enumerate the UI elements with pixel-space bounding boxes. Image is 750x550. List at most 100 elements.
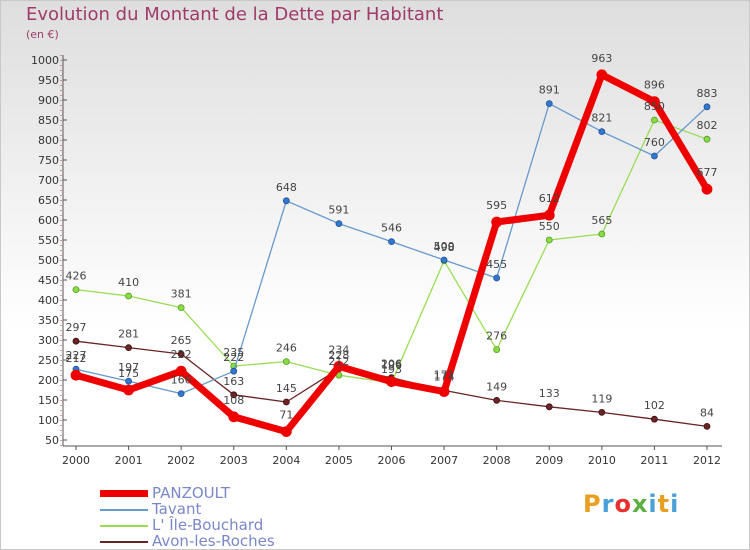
- data-point: [230, 391, 238, 399]
- data-label: 760: [644, 136, 665, 149]
- y-tick-label: 800: [38, 134, 59, 147]
- data-label: 498: [434, 241, 455, 254]
- data-label: 222: [171, 348, 192, 361]
- data-label: 84: [700, 406, 714, 419]
- data-label: 163: [223, 375, 244, 388]
- data-point: [177, 390, 185, 398]
- data-label: 193: [381, 363, 402, 376]
- y-tick-label: 50: [45, 434, 59, 447]
- data-point: [440, 256, 448, 264]
- data-label: 206: [381, 358, 402, 371]
- data-label: 227: [66, 349, 87, 362]
- data-point: [703, 135, 711, 143]
- data-label: 883: [697, 87, 718, 100]
- data-label: 171: [434, 369, 455, 382]
- data-point: [282, 197, 290, 205]
- logo-letter: P: [583, 490, 602, 518]
- data-point: [280, 426, 292, 438]
- y-tick-label: 100: [38, 414, 59, 427]
- plot-area: 297 281 265 163 145 228 206 174 149 133 119 102 84 42…: [66, 52, 718, 438]
- legend-label: L' Île-Bouchard: [152, 516, 264, 534]
- y-tick-label: 450: [38, 274, 59, 287]
- chart-title: Evolution du Montant de la Dette par Hab…: [26, 4, 444, 25]
- data-label: 166: [171, 374, 192, 387]
- y-tick-label: 950: [38, 74, 59, 87]
- data-label: 265: [171, 334, 192, 347]
- legend-swatch: [100, 524, 148, 527]
- data-label: 648: [276, 181, 297, 194]
- data-label: 235: [223, 346, 244, 359]
- data-point: [651, 415, 658, 423]
- data-point: [545, 403, 553, 411]
- data-point: [72, 337, 80, 345]
- data-label: 234: [328, 343, 349, 356]
- data-point: [543, 209, 555, 221]
- chart-unit-label: (en €): [26, 28, 59, 41]
- data-point: [282, 358, 290, 366]
- logo-letter: t: [657, 490, 671, 518]
- y-tick-label: 400: [38, 294, 59, 307]
- data-point: [177, 304, 185, 312]
- data-label: 595: [486, 199, 507, 212]
- data-label: 102: [644, 399, 665, 412]
- legend-swatch: [100, 540, 148, 543]
- data-label: 802: [697, 119, 718, 132]
- data-point: [598, 128, 606, 136]
- proxiti-logo: Proxiti: [583, 490, 679, 518]
- data-label: 591: [328, 204, 349, 217]
- data-label: 281: [118, 328, 139, 341]
- data-point: [70, 369, 82, 381]
- data-point: [282, 398, 290, 406]
- x-tick-label: 2010: [588, 454, 616, 467]
- data-point: [125, 377, 132, 385]
- x-tick-label: 2006: [378, 454, 406, 467]
- data-label: 963: [591, 52, 612, 65]
- data-label: 410: [118, 276, 139, 289]
- data-label: 565: [591, 214, 612, 227]
- data-point: [175, 365, 187, 377]
- logo-letter: r: [601, 490, 615, 518]
- data-label: 196: [381, 359, 402, 372]
- y-tick-label: 250: [38, 354, 59, 367]
- y-tick-label: 900: [38, 94, 59, 107]
- data-label: 108: [223, 394, 244, 407]
- x-tick-label: 2007: [430, 454, 458, 467]
- data-point: [493, 274, 501, 282]
- x-tick-label: 2001: [115, 454, 143, 467]
- x-tick-label: 2009: [535, 454, 563, 467]
- data-point: [230, 367, 238, 375]
- x-tick-label: 2004: [272, 454, 300, 467]
- legend: PANZOULT Tavant L' Île-Bouchard Avon-les-Ro…: [100, 485, 275, 549]
- data-label: 821: [591, 112, 612, 125]
- data-point: [703, 103, 711, 111]
- data-label: 222: [223, 351, 244, 364]
- data-point: [386, 376, 397, 388]
- logo-letter: x: [631, 490, 649, 518]
- data-point: [335, 220, 343, 228]
- data-point: [598, 230, 606, 238]
- data-point: [123, 384, 134, 396]
- x-tick-label: 2008: [483, 454, 511, 467]
- y-tick-label: 1000: [31, 54, 59, 67]
- data-point: [72, 286, 80, 294]
- data-point: [703, 422, 711, 430]
- y-tick-label: 750: [38, 154, 59, 167]
- data-label: 426: [66, 270, 87, 283]
- data-label: 175: [118, 367, 139, 380]
- data-label: 276: [486, 330, 507, 343]
- data-point: [651, 152, 658, 160]
- x-tick-label: 2012: [693, 454, 721, 467]
- data-label: 381: [171, 288, 192, 301]
- legend-swatch: [100, 508, 148, 511]
- data-point: [125, 292, 132, 300]
- data-label: 297: [66, 321, 87, 334]
- y-tick-label: 650: [38, 194, 59, 207]
- data-point: [493, 346, 501, 354]
- data-label: 612: [539, 192, 560, 205]
- legend-label: Avon-les-Roches: [152, 532, 275, 550]
- logo-letter: o: [614, 490, 632, 518]
- data-label: 891: [539, 84, 560, 97]
- data-point: [598, 408, 606, 416]
